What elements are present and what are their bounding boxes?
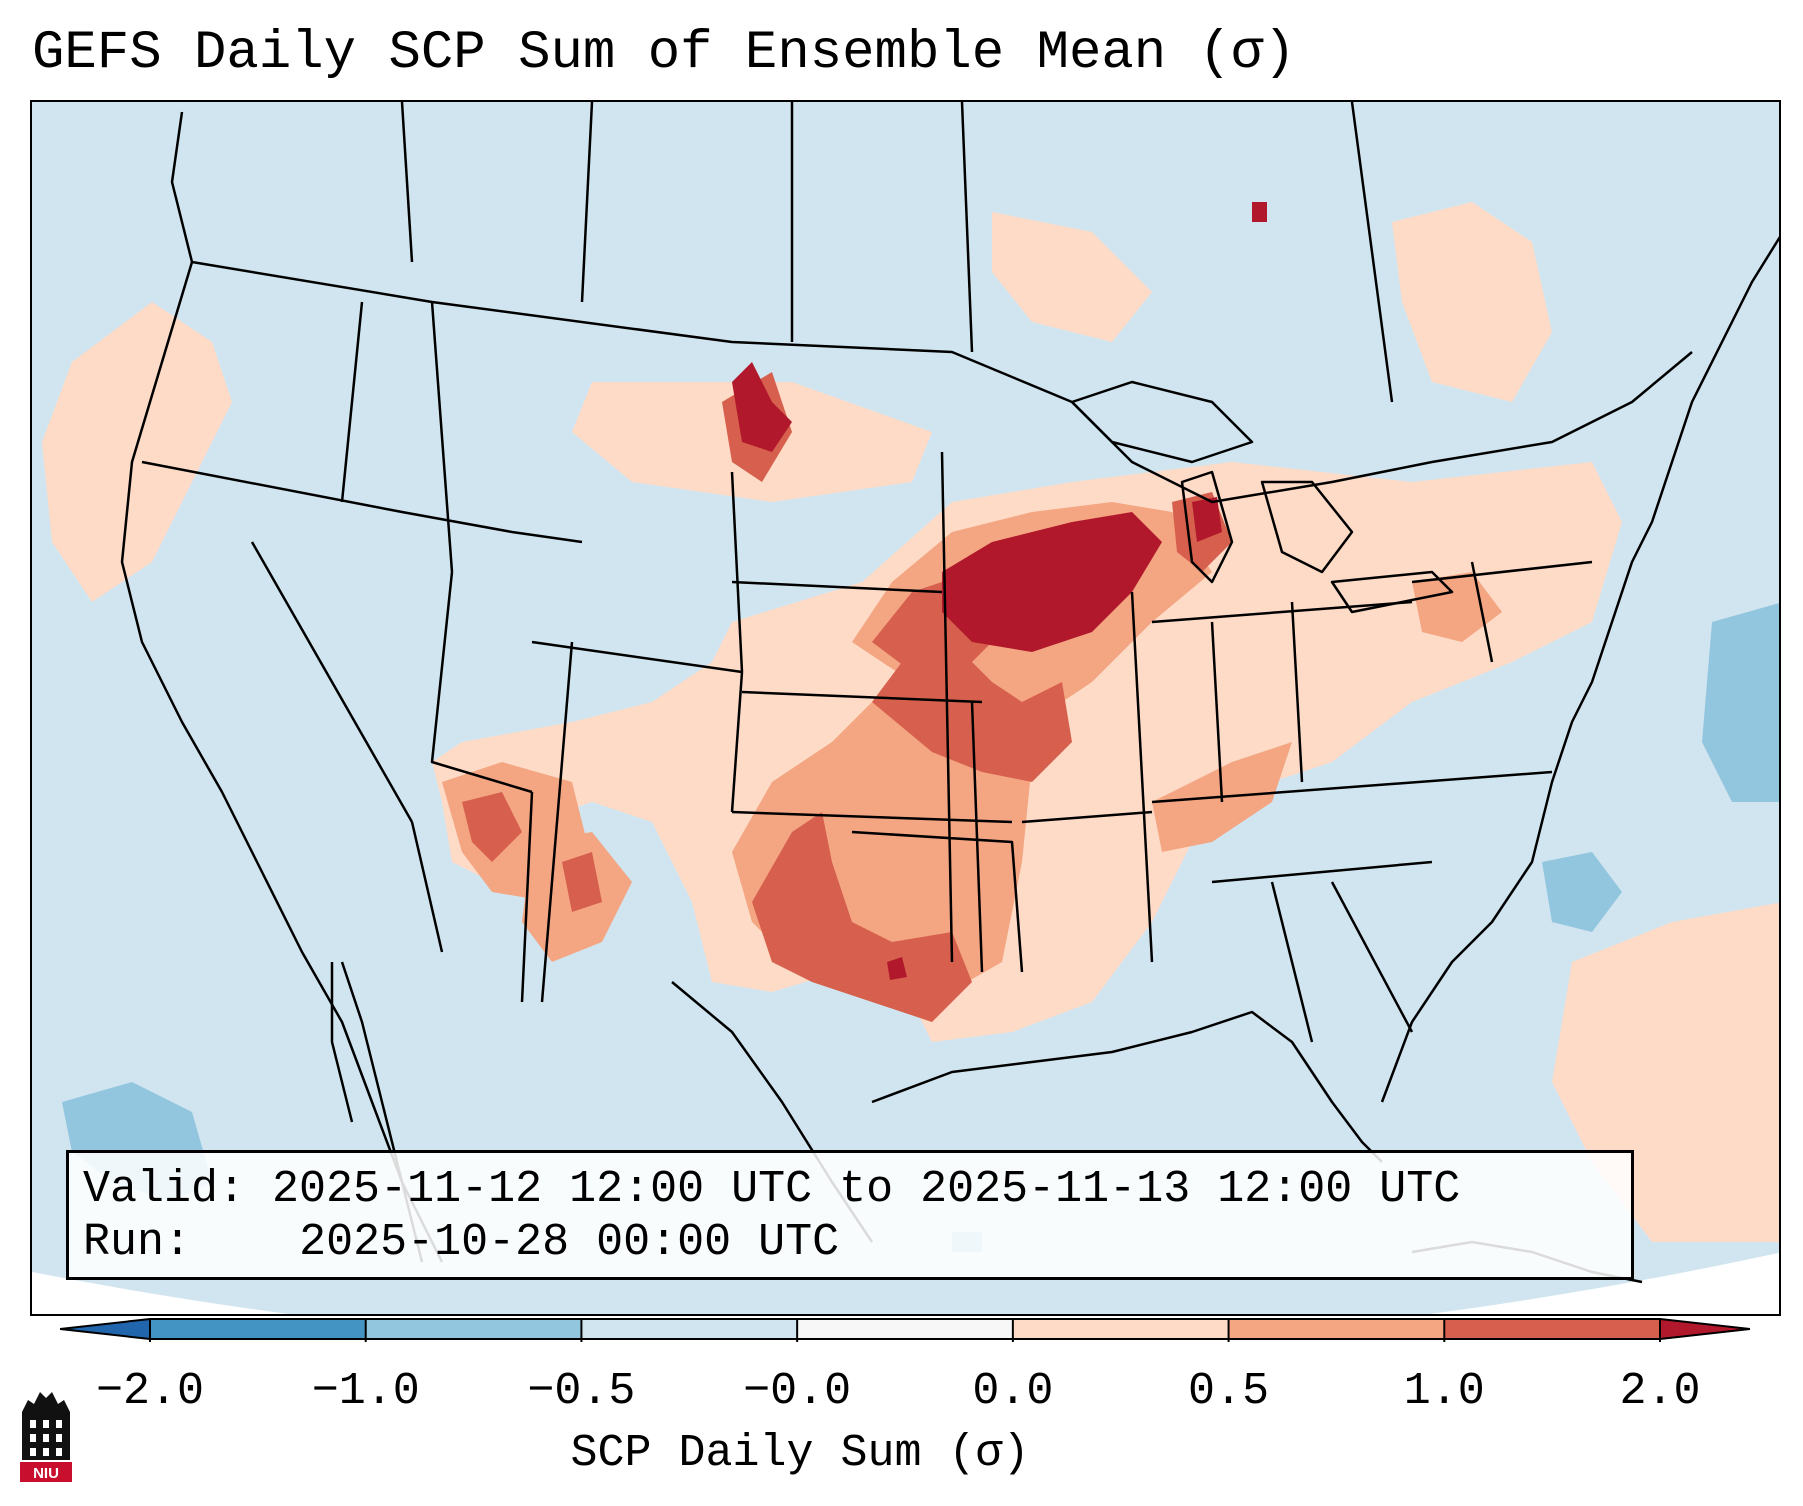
colorbar-bins [150, 1319, 1661, 1339]
anomaly-northeast-canada [1392, 202, 1552, 402]
map-panel [30, 100, 1781, 1316]
colorbar-bin [1012, 1319, 1230, 1339]
niu-logo-badge [20, 1462, 72, 1482]
colorbar-bin [1444, 1319, 1661, 1339]
colorbar [60, 1318, 1750, 1342]
anomaly-core-texas [887, 957, 907, 980]
anomaly-core-north-dakota [732, 362, 792, 452]
colorbar-under-extension [60, 1319, 150, 1339]
niu-logo: NIU [20, 1392, 72, 1482]
colorbar-bin [150, 1319, 367, 1339]
valid-time-line: Valid: 2025-11-12 12:00 UTC to 2025-11-1… [83, 1163, 1617, 1216]
anomaly-core-northern-michigan [1192, 497, 1222, 542]
colorbar-tick-label: 1.0 [1403, 1366, 1485, 1417]
canadian-province-lines [400, 102, 1394, 403]
run-time-value: 2025-10-28 00:00 UTC [299, 1217, 840, 1268]
anomaly-pennsylvania [1412, 572, 1502, 642]
anomaly-oklahoma-texas [752, 812, 972, 1022]
colorbar-tick-label: −0.5 [527, 1366, 636, 1417]
colorbar-bin [581, 1319, 798, 1339]
colorbar-bin [1228, 1319, 1445, 1339]
colorbar-tick-label: 0.5 [1188, 1366, 1270, 1417]
anomaly-core-quebec [1252, 202, 1267, 222]
anomaly-core-iowa-wisconsin [942, 512, 1162, 652]
anomaly-southeast-offshore [1542, 852, 1622, 932]
anomaly-utah-arizona [462, 792, 522, 862]
colorbar-bin [365, 1319, 582, 1339]
map-canvas [32, 102, 1779, 1314]
north-america-coastline [120, 111, 1779, 1263]
colorbar-bin [797, 1319, 1014, 1339]
colorbar-label: SCP Daily Sum (σ) [570, 1428, 1030, 1479]
central-state-lines [730, 451, 1154, 973]
colorbar-tick-label: 0.0 [972, 1366, 1054, 1417]
validity-info-box: Valid: 2025-11-12 12:00 UTC to 2025-11-1… [66, 1150, 1634, 1280]
anomaly-atlantic-offshore [1702, 603, 1779, 802]
outside-domain-corner [32, 1252, 1779, 1314]
colorbar-tick-label: 2.0 [1619, 1366, 1701, 1417]
niu-logo-text: NIU [33, 1465, 59, 1482]
run-time-line: Run: 2025-10-28 00:00 UTC [83, 1216, 1617, 1269]
map-title: GEFS Daily SCP Sum of Ensemble Mean (σ) [32, 23, 1296, 84]
colorbar-tick-label: −1.0 [311, 1366, 420, 1417]
colorbar-tick-marks [149, 1319, 1661, 1342]
valid-label: Valid: [83, 1164, 246, 1215]
anomaly-northern-ontario [992, 212, 1152, 342]
positive-anomaly-max-layer [732, 202, 1267, 980]
colorbar-tick-label: −0.0 [743, 1366, 852, 1417]
colorbar-tick-label: −2.0 [95, 1366, 205, 1417]
anomaly-pacific-northwest [42, 302, 232, 602]
anomaly-new-mexico-patch [562, 852, 602, 912]
colorbar-over-extension [1660, 1319, 1750, 1339]
canada-us-border [191, 260, 1693, 504]
run-label: Run: [83, 1217, 192, 1268]
great-lakes-outlines [1070, 380, 1454, 614]
valid-time-value: 2025-11-12 12:00 UTC to 2025-11-13 12:00… [272, 1164, 1461, 1215]
western-state-lines [141, 301, 744, 1003]
state-boundaries [120, 102, 1779, 1284]
eastern-state-lines [1151, 560, 1593, 1043]
